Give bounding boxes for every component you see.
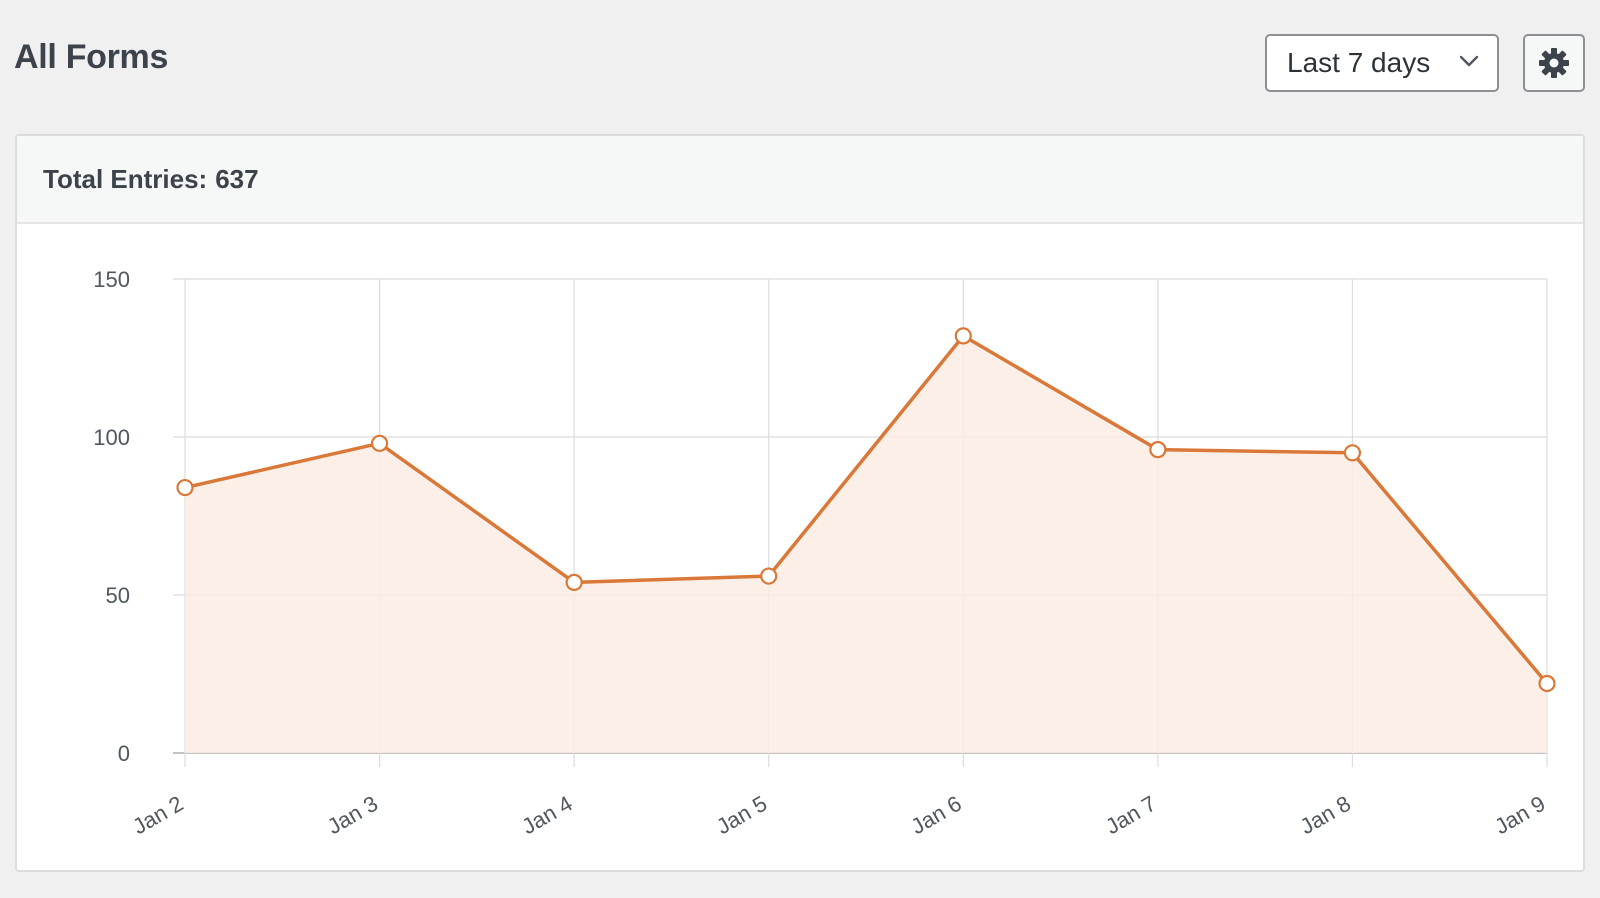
date-range-value: Last 7 days bbox=[1287, 47, 1431, 78]
chevron-down-icon bbox=[1459, 55, 1479, 67]
data-point bbox=[760, 567, 778, 585]
x-tick-label: Jan 7 bbox=[1101, 791, 1160, 840]
data-point bbox=[1343, 444, 1362, 462]
page-title: All Forms bbox=[14, 38, 169, 76]
date-range-select[interactable]: Last 7 days bbox=[1265, 34, 1499, 92]
y-tick-label: 0 bbox=[118, 741, 130, 766]
gear-icon bbox=[1539, 48, 1569, 78]
data-point bbox=[954, 327, 972, 345]
y-tick-label: 50 bbox=[106, 583, 130, 608]
total-entries-value: 637 bbox=[215, 163, 259, 194]
x-tick-label: Jan 3 bbox=[323, 791, 382, 840]
page-header: All Forms Last 7 days bbox=[0, 0, 1600, 130]
x-tick-label: Jan 8 bbox=[1296, 791, 1355, 840]
total-entries-label: Total Entries: bbox=[43, 163, 208, 194]
y-tick-label: 100 bbox=[93, 425, 130, 450]
y-tick-label: 150 bbox=[93, 267, 130, 292]
panel-header: Total Entries: 637 bbox=[17, 136, 1583, 224]
x-tick-label: Jan 6 bbox=[907, 791, 966, 840]
settings-button[interactable] bbox=[1523, 34, 1585, 92]
series-line bbox=[184, 334, 1549, 685]
series-area bbox=[185, 335, 1547, 753]
data-point bbox=[176, 478, 194, 497]
x-tick-label: Jan 4 bbox=[518, 791, 577, 840]
x-tick-label: Jan 9 bbox=[1490, 791, 1549, 840]
data-point bbox=[370, 434, 389, 452]
data-point bbox=[565, 573, 583, 591]
data-point bbox=[1149, 441, 1167, 459]
data-point bbox=[1538, 674, 1556, 693]
x-tick-label: Jan 2 bbox=[128, 791, 187, 840]
x-tick-label: Jan 5 bbox=[712, 791, 771, 840]
